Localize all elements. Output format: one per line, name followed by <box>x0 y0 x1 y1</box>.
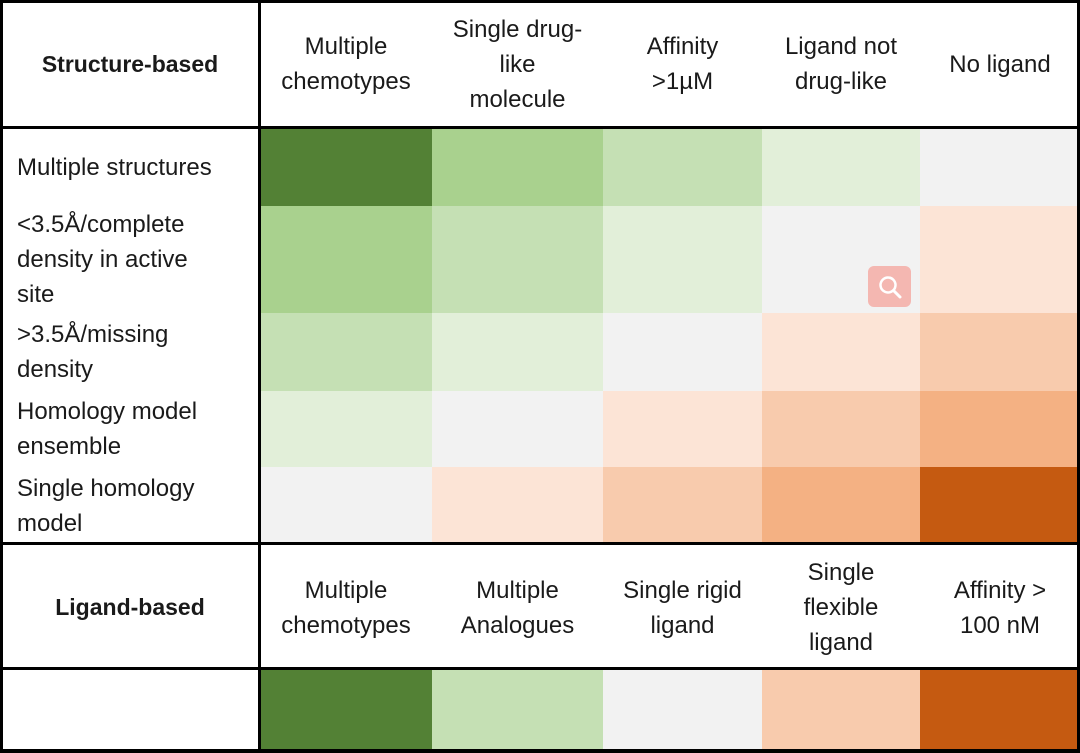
structure-col-header: Multiple chemotypes <box>260 0 432 128</box>
score-swatch <box>260 670 432 750</box>
structure-col-header: Single drug- like molecule <box>432 0 603 128</box>
score-swatch <box>432 670 603 750</box>
structure-based-title: Structure-based <box>0 0 260 128</box>
score-swatch <box>603 313 762 391</box>
score-swatch <box>762 467 920 545</box>
score-swatch <box>762 128 920 206</box>
score-swatch <box>432 467 603 545</box>
ligand-header-divider <box>0 667 1080 670</box>
ligand-col-header: Single rigid ligand <box>603 545 762 670</box>
score-swatch <box>432 391 603 467</box>
label-column-divider <box>258 0 261 753</box>
structure-row-label: <3.5Å/complete density in active site <box>0 206 260 313</box>
score-swatch <box>603 670 762 750</box>
ligand-col-header: Single flexible ligand <box>762 545 920 670</box>
score-swatch <box>920 391 1080 467</box>
score-swatch <box>260 206 432 313</box>
score-swatch <box>920 467 1080 545</box>
score-swatch <box>920 313 1080 391</box>
structure-row-label: >3.5Å/missing density <box>0 313 260 391</box>
ligand-row-label <box>0 670 260 750</box>
score-swatch <box>260 391 432 467</box>
structure-header-divider <box>0 126 1080 129</box>
structure-row-label: Multiple structures <box>0 128 260 206</box>
score-swatch <box>432 206 603 313</box>
ligand-col-header: Multiple chemotypes <box>260 545 432 670</box>
score-swatch <box>260 467 432 545</box>
structure-col-header: No ligand <box>920 0 1080 128</box>
score-swatch <box>432 128 603 206</box>
table-border-top <box>0 0 1080 3</box>
score-swatch <box>762 391 920 467</box>
score-swatch <box>762 313 920 391</box>
score-swatch <box>920 670 1080 750</box>
score-swatch <box>603 128 762 206</box>
structure-col-header: Affinity >1µM <box>603 0 762 128</box>
table-border-bottom <box>0 749 1080 753</box>
section-divider <box>0 542 1080 545</box>
structure-row-label: Single homology model <box>0 467 260 545</box>
score-swatch <box>603 206 762 313</box>
score-swatch <box>920 128 1080 206</box>
structure-row-label: Homology model ensemble <box>0 391 260 467</box>
score-swatch <box>260 128 432 206</box>
magnifier-icon <box>878 275 901 298</box>
table-border-right <box>1077 0 1080 753</box>
ligand-col-header: Affinity > 100 nM <box>920 545 1080 670</box>
score-swatch <box>603 391 762 467</box>
score-swatch <box>920 206 1080 313</box>
ligand-col-header: Multiple Analogues <box>432 545 603 670</box>
score-swatch <box>762 670 920 750</box>
zoom-button[interactable] <box>868 266 911 307</box>
score-swatch <box>603 467 762 545</box>
ligand-based-title: Ligand-based <box>0 545 260 670</box>
score-swatch <box>260 313 432 391</box>
structure-col-header: Ligand not drug-like <box>762 0 920 128</box>
score-swatch <box>432 313 603 391</box>
table-border-left <box>0 0 3 753</box>
